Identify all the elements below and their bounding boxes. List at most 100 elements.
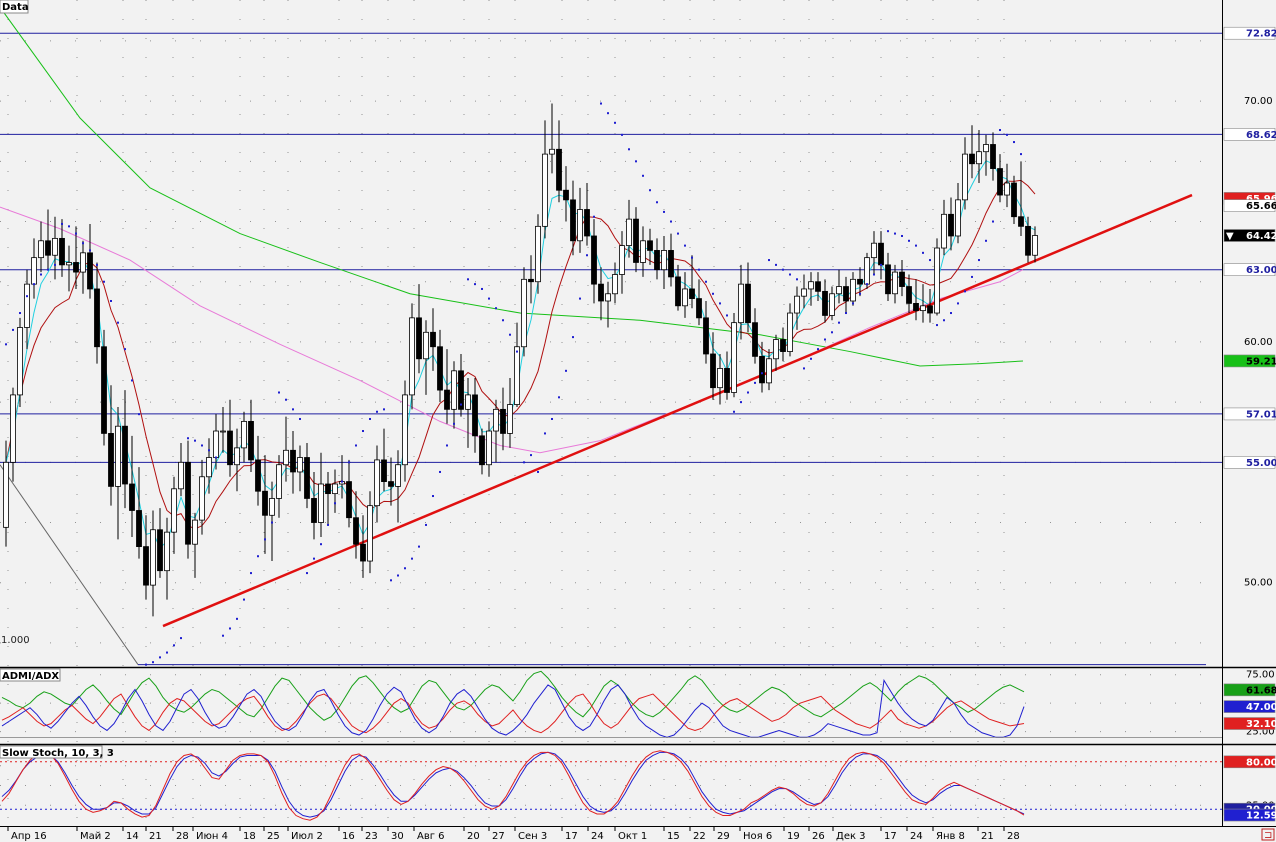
main-panel[interactable] bbox=[0, 0, 1222, 667]
psar-dot bbox=[110, 299, 112, 302]
psar-dot bbox=[530, 454, 532, 457]
price-value-label-box bbox=[1223, 229, 1276, 242]
psar-dot bbox=[54, 263, 56, 266]
psar-dot bbox=[642, 174, 644, 177]
psar-dot bbox=[705, 280, 707, 283]
x-tick-label: 27 bbox=[492, 831, 505, 842]
x-tick-label: 21 bbox=[149, 831, 162, 842]
candle-body bbox=[703, 317, 709, 355]
candle-body bbox=[899, 271, 905, 287]
psar-dot bbox=[264, 538, 266, 541]
x-tick-label: 17 bbox=[565, 831, 578, 842]
x-tick-label: 24 bbox=[910, 831, 923, 842]
candle-body bbox=[416, 317, 422, 360]
psar-dot bbox=[152, 661, 154, 664]
candle-body bbox=[962, 153, 968, 201]
adx-blue-line bbox=[1, 678, 1025, 738]
psar-dot bbox=[628, 148, 630, 151]
candle-body bbox=[1011, 182, 1017, 218]
candle-body bbox=[822, 290, 828, 316]
psar-dot bbox=[873, 273, 875, 276]
candle-body bbox=[598, 283, 604, 302]
candle-body bbox=[59, 237, 65, 266]
psar-dot bbox=[761, 372, 763, 375]
psar-dot bbox=[341, 480, 343, 483]
psar-dot bbox=[754, 381, 756, 384]
psar-dot bbox=[586, 254, 588, 257]
psar-dot bbox=[719, 302, 721, 305]
x-tick-label: 15 bbox=[667, 831, 680, 842]
corner-expand-button[interactable] bbox=[1261, 828, 1275, 841]
x-tick-label: Авг 6 bbox=[417, 831, 445, 842]
psar-dot bbox=[495, 307, 497, 310]
candle-body bbox=[213, 430, 219, 458]
candle-body bbox=[927, 305, 933, 314]
stoch-panel[interactable] bbox=[0, 745, 1222, 826]
candle-body bbox=[206, 457, 212, 478]
candle-body bbox=[87, 252, 93, 290]
candle-body bbox=[10, 394, 16, 463]
candle-body bbox=[486, 430, 492, 466]
psar-dot bbox=[852, 302, 854, 305]
adx-green-line bbox=[1, 670, 1025, 721]
psar-dot bbox=[565, 369, 567, 372]
psar-dot bbox=[285, 398, 287, 401]
hline-value-label: 57.01 bbox=[1246, 409, 1276, 420]
psar-dot bbox=[544, 432, 546, 435]
main-panel-label: Data bbox=[2, 2, 29, 13]
stoch-panel-label: Slow Stoch, 10, 3, 3 bbox=[2, 748, 114, 759]
psar-dot bbox=[236, 617, 238, 620]
candle-body bbox=[290, 449, 296, 473]
adx-panel-label-box bbox=[0, 668, 61, 682]
psar-dot bbox=[1006, 133, 1008, 136]
candle-body bbox=[780, 339, 786, 352]
psar-dot bbox=[950, 312, 952, 315]
psar-dot bbox=[600, 102, 602, 105]
psar-dot bbox=[635, 160, 637, 163]
hline-value-label-box bbox=[1223, 26, 1276, 40]
psar-dot bbox=[670, 220, 672, 223]
candle-body bbox=[549, 148, 555, 155]
psar-dot bbox=[47, 268, 49, 271]
candle-body bbox=[346, 481, 352, 519]
psar-dot bbox=[936, 324, 938, 327]
x-tick-label: Июл 2 bbox=[291, 831, 323, 842]
main-panel-label-box bbox=[0, 0, 29, 14]
candle-body bbox=[1018, 216, 1024, 227]
x-tick-label: 28 bbox=[176, 831, 189, 842]
psar-dot bbox=[215, 456, 217, 459]
candle-body bbox=[311, 498, 317, 523]
price-tick-label: 60.00 bbox=[1244, 337, 1273, 348]
candle-body bbox=[353, 517, 359, 545]
candle-body bbox=[941, 213, 947, 249]
psar-dot bbox=[929, 259, 931, 262]
hline-value-label: 72.82 bbox=[1246, 29, 1276, 40]
candle-body bbox=[444, 389, 450, 410]
psar-dot bbox=[166, 651, 168, 654]
psar-dot bbox=[257, 555, 259, 558]
psar-dot bbox=[607, 112, 609, 115]
psar-dot bbox=[488, 297, 490, 300]
psar-dot bbox=[180, 637, 182, 640]
candle-body bbox=[619, 245, 625, 275]
hline-value-label-box bbox=[1223, 407, 1276, 421]
psar-dot bbox=[40, 273, 42, 276]
psar-dot bbox=[866, 283, 868, 286]
x-tick-label: 18 bbox=[243, 831, 256, 842]
x-tick-label: 29 bbox=[717, 831, 730, 842]
adx-tick-label: 75.00 bbox=[1246, 670, 1275, 681]
psar-dot bbox=[712, 292, 714, 295]
candle-body bbox=[199, 476, 205, 521]
psar-dot bbox=[159, 656, 161, 659]
candle-body bbox=[668, 250, 674, 278]
psar-dot bbox=[621, 133, 623, 136]
sma-mid-line bbox=[0, 206, 1024, 454]
candle-body bbox=[94, 288, 100, 348]
candle-body bbox=[157, 529, 163, 572]
psar-dot bbox=[733, 410, 735, 413]
x-tick-label: Июн 4 bbox=[196, 831, 228, 842]
price-tick-label: 50.00 bbox=[1244, 578, 1273, 589]
candle-body bbox=[1032, 235, 1038, 256]
adx-panel[interactable] bbox=[0, 668, 1222, 744]
candle-body bbox=[521, 278, 527, 348]
